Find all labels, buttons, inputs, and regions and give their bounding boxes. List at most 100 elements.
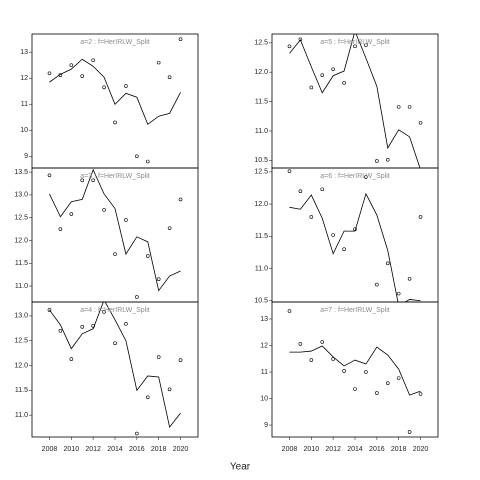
y-tick-label: 9	[264, 422, 268, 429]
data-point	[396, 291, 401, 296]
panel-title: a=7 : f=HerIRLW_Split	[320, 307, 390, 314]
panel-title: a=3 : f=HerIRLW_Split	[80, 173, 150, 180]
data-point	[320, 187, 325, 192]
y-tick-label: 10	[20, 127, 28, 134]
data-point	[47, 71, 52, 76]
data-point	[47, 173, 52, 178]
data-point	[145, 254, 150, 258]
y-tick-label: 12.5	[254, 40, 268, 47]
y-tick-label: 12.5	[14, 215, 28, 222]
data-point	[124, 84, 128, 88]
data-point	[135, 431, 139, 436]
y-tick-label: 11.5	[15, 387, 28, 394]
data-point	[331, 357, 335, 361]
data-point	[91, 178, 95, 183]
data-point	[167, 75, 172, 79]
panel-plot	[287, 309, 423, 434]
y-tick-label: 10.5	[254, 157, 268, 164]
data-point	[298, 189, 303, 193]
data-point	[331, 67, 335, 72]
data-point	[58, 227, 63, 231]
x-tick-label: 2016	[129, 446, 145, 453]
data-point	[145, 159, 150, 164]
data-point	[102, 85, 106, 90]
y-tick-label: 12.0	[254, 69, 268, 76]
x-tick-label: 2014	[347, 446, 363, 453]
data-point	[124, 322, 128, 326]
y-tick-label: 13	[260, 316, 268, 323]
data-point	[320, 340, 325, 344]
y-tick-label: 12.5	[14, 338, 28, 345]
data-point	[69, 357, 74, 361]
data-point	[287, 44, 292, 49]
y-tick-label: 13.0	[14, 192, 28, 199]
fit-line	[289, 34, 421, 168]
data-point	[113, 341, 117, 345]
y-tick-label: 12.0	[14, 362, 28, 369]
data-point	[418, 215, 423, 219]
y-tick-label: 11.0	[255, 128, 268, 135]
data-point	[309, 85, 314, 90]
data-point	[342, 247, 346, 251]
data-point	[418, 120, 423, 125]
data-point	[375, 159, 379, 163]
panel-plot	[47, 168, 183, 299]
y-tick-label: 11.5	[15, 260, 28, 267]
y-tick-label: 11.5	[255, 233, 268, 240]
data-point	[80, 74, 85, 78]
panel-title: a=5 : f=HerIRLW_Split	[320, 39, 390, 46]
panel-frame	[271, 301, 439, 438]
panel-title: a=2 : f=HerIRLW_Split	[80, 39, 150, 46]
data-point	[385, 381, 390, 385]
data-point	[407, 105, 412, 109]
data-point	[396, 376, 401, 380]
data-point	[364, 43, 368, 47]
x-tick-label: 2012	[85, 446, 101, 453]
y-tick-label: 11.0	[15, 412, 28, 419]
data-point	[320, 73, 325, 77]
data-point	[69, 212, 74, 216]
data-point	[287, 169, 292, 174]
y-tick-label: 13.0	[14, 313, 28, 320]
data-point	[309, 215, 314, 219]
data-point	[178, 358, 183, 362]
data-point	[287, 309, 292, 313]
panel-frame	[31, 167, 199, 303]
y-tick-label: 12	[260, 342, 268, 349]
panel-frame	[31, 33, 199, 169]
x-tick-label: 2010	[64, 446, 80, 453]
data-point	[407, 277, 412, 281]
fit-line	[49, 58, 181, 125]
panel-frame	[31, 301, 199, 438]
data-point	[80, 178, 85, 183]
panel-plot	[47, 302, 183, 436]
data-point	[58, 328, 63, 333]
data-point	[124, 218, 128, 222]
data-point	[375, 391, 379, 395]
x-tick-label: 2008	[282, 446, 298, 453]
x-tick-label: 2018	[391, 446, 407, 453]
y-tick-label: 12.5	[254, 169, 268, 176]
y-tick-label: 13.5	[14, 169, 28, 176]
data-point	[113, 252, 117, 256]
data-point	[375, 282, 379, 287]
data-point	[298, 342, 303, 346]
x-tick-label: 2018	[151, 446, 167, 453]
y-tick-label: 11.0	[15, 283, 28, 290]
panel-title: a=4 : f=HerIRLW_Split	[80, 307, 150, 314]
y-tick-label: 11.5	[255, 98, 268, 105]
data-point	[102, 310, 106, 314]
y-tick-label: 12.0	[254, 201, 268, 208]
data-point	[396, 105, 401, 109]
x-tick-label: 2012	[325, 446, 341, 453]
data-point	[47, 308, 52, 312]
y-tick-label: 9	[24, 153, 28, 160]
data-point	[145, 395, 150, 400]
data-point	[156, 60, 161, 65]
panel-plot	[47, 37, 183, 164]
data-point	[385, 261, 390, 266]
data-point	[385, 157, 390, 162]
fit-line	[289, 345, 421, 396]
data-point	[364, 175, 368, 179]
